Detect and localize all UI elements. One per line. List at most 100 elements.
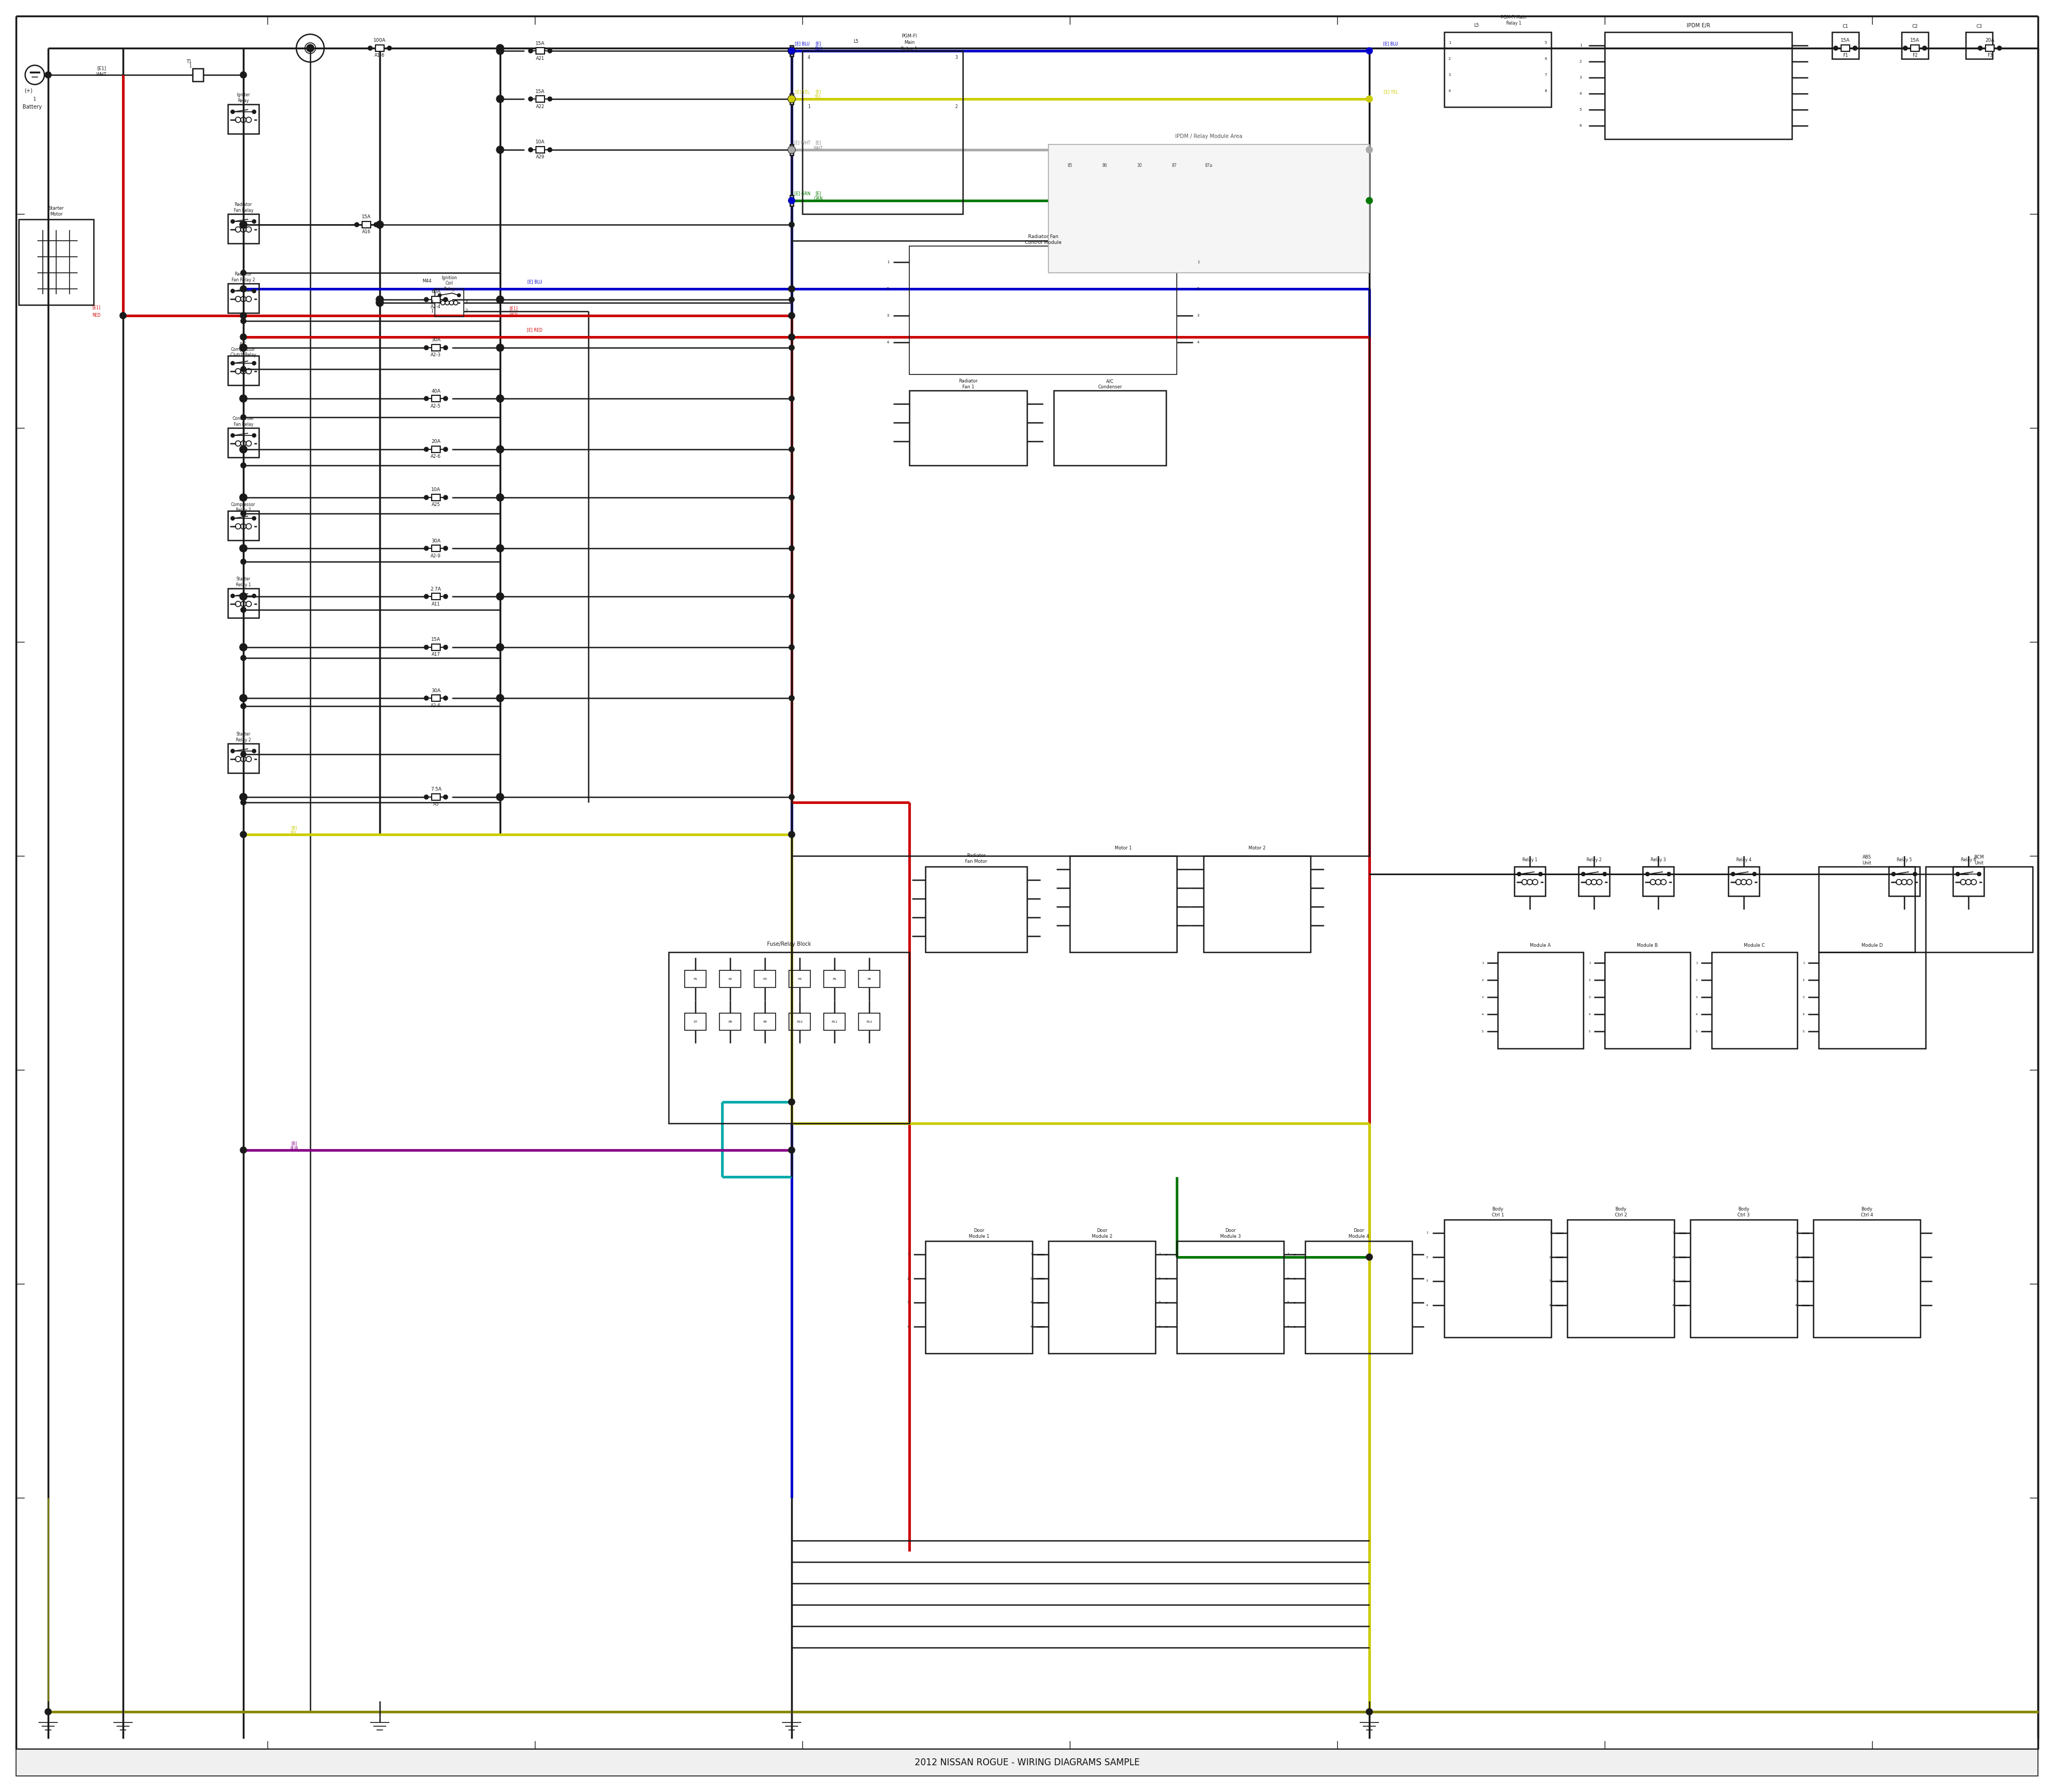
Bar <box>859 969 879 987</box>
Text: Radiator
Fan Motor: Radiator Fan Motor <box>965 853 988 864</box>
Circle shape <box>1366 1708 1372 1715</box>
Text: P3: P3 <box>762 978 766 980</box>
Bar <box>789 1012 811 1030</box>
Circle shape <box>240 344 246 351</box>
Circle shape <box>376 299 384 306</box>
Text: 3: 3 <box>1288 1301 1290 1305</box>
Circle shape <box>355 222 359 228</box>
Circle shape <box>240 1147 246 1154</box>
Circle shape <box>1366 1254 1372 1260</box>
Text: [E] GRN: [E] GRN <box>795 192 811 195</box>
Bar <box>362 222 370 228</box>
Circle shape <box>1668 873 1670 876</box>
Circle shape <box>240 222 246 228</box>
Text: 1: 1 <box>431 308 433 314</box>
Text: 1: 1 <box>1448 41 1450 45</box>
Circle shape <box>240 220 246 228</box>
Text: 30A: 30A <box>431 339 442 342</box>
Text: 5: 5 <box>1588 1030 1590 1032</box>
Text: C1: C1 <box>1842 25 1849 29</box>
Circle shape <box>240 751 246 756</box>
Text: A22: A22 <box>536 104 544 109</box>
Text: 3: 3 <box>955 56 957 61</box>
Text: 10A: 10A <box>431 487 442 493</box>
Circle shape <box>1892 873 1896 876</box>
Text: 7: 7 <box>1545 73 1547 77</box>
Circle shape <box>240 366 246 371</box>
Text: 2: 2 <box>1481 978 1483 982</box>
Text: 2: 2 <box>1197 287 1200 290</box>
Circle shape <box>528 147 532 152</box>
Circle shape <box>119 312 125 319</box>
Bar <box>16 1749 2038 1776</box>
Text: 85: 85 <box>1068 163 1072 168</box>
Circle shape <box>1996 47 2001 50</box>
Text: IPDM E/R: IPDM E/R <box>1686 23 1711 29</box>
Circle shape <box>230 220 234 224</box>
Text: 4: 4 <box>1031 1326 1033 1328</box>
Bar <box>1966 32 1992 59</box>
Bar <box>926 1242 1033 1353</box>
Circle shape <box>497 545 503 552</box>
Text: 1: 1 <box>1697 962 1699 964</box>
Text: P7: P7 <box>694 1020 698 1023</box>
Circle shape <box>240 414 246 419</box>
Bar <box>1910 45 1918 52</box>
Text: Radiator
Fan Relay: Radiator Fan Relay <box>234 202 253 213</box>
Circle shape <box>497 495 503 502</box>
Circle shape <box>497 643 503 650</box>
Circle shape <box>1912 873 1916 876</box>
Bar <box>1514 867 1545 896</box>
Text: [B]: [B] <box>292 1142 298 1147</box>
Text: GRN: GRN <box>813 197 824 201</box>
Text: 4: 4 <box>1288 1326 1290 1328</box>
Text: Relay 4: Relay 4 <box>1736 858 1752 862</box>
Circle shape <box>425 645 429 649</box>
Text: F3: F3 <box>1986 54 1992 57</box>
Circle shape <box>45 1708 51 1715</box>
Bar <box>431 643 440 650</box>
Text: A11: A11 <box>431 602 440 606</box>
Circle shape <box>789 593 795 599</box>
Circle shape <box>444 645 448 649</box>
Circle shape <box>789 197 795 204</box>
Bar <box>791 45 793 56</box>
Text: 2: 2 <box>1672 1256 1674 1258</box>
Text: PUR: PUR <box>290 1147 298 1152</box>
Bar <box>1048 1242 1154 1353</box>
Bar <box>1986 45 1994 52</box>
Text: 30: 30 <box>1136 163 1142 168</box>
Bar <box>431 495 440 500</box>
Text: T1: T1 <box>187 59 191 65</box>
Text: BCM
Unit: BCM Unit <box>1974 855 1984 866</box>
Circle shape <box>240 271 246 276</box>
Circle shape <box>230 749 234 753</box>
Text: P1: P1 <box>694 978 698 980</box>
Text: P9: P9 <box>762 1020 766 1023</box>
Text: 15A: 15A <box>1910 38 1920 43</box>
Circle shape <box>240 394 246 401</box>
Text: [E]: [E] <box>815 140 822 145</box>
Circle shape <box>1366 95 1372 102</box>
Circle shape <box>240 559 246 564</box>
Text: L5: L5 <box>852 39 859 45</box>
Circle shape <box>497 296 503 303</box>
Circle shape <box>789 333 795 340</box>
Bar <box>228 104 259 134</box>
Circle shape <box>789 695 795 701</box>
Text: C2: C2 <box>1912 25 1918 29</box>
Text: 1: 1 <box>1288 1253 1290 1256</box>
Circle shape <box>444 297 448 301</box>
Text: Module C: Module C <box>1744 943 1764 948</box>
Bar <box>1204 857 1310 952</box>
Text: Body
Ctrl 4: Body Ctrl 4 <box>1861 1208 1873 1217</box>
Bar <box>910 246 1177 375</box>
Text: 87a: 87a <box>1206 163 1212 168</box>
Text: Relay 1: Relay 1 <box>1522 858 1536 862</box>
Text: 2012 NISSAN ROGUE - WIRING DIAGRAMS SAMPLE: 2012 NISSAN ROGUE - WIRING DIAGRAMS SAMP… <box>914 1758 1140 1767</box>
Circle shape <box>240 545 246 552</box>
Circle shape <box>230 593 234 599</box>
Text: 2: 2 <box>1425 1256 1428 1258</box>
Circle shape <box>789 145 795 154</box>
Bar <box>824 969 844 987</box>
